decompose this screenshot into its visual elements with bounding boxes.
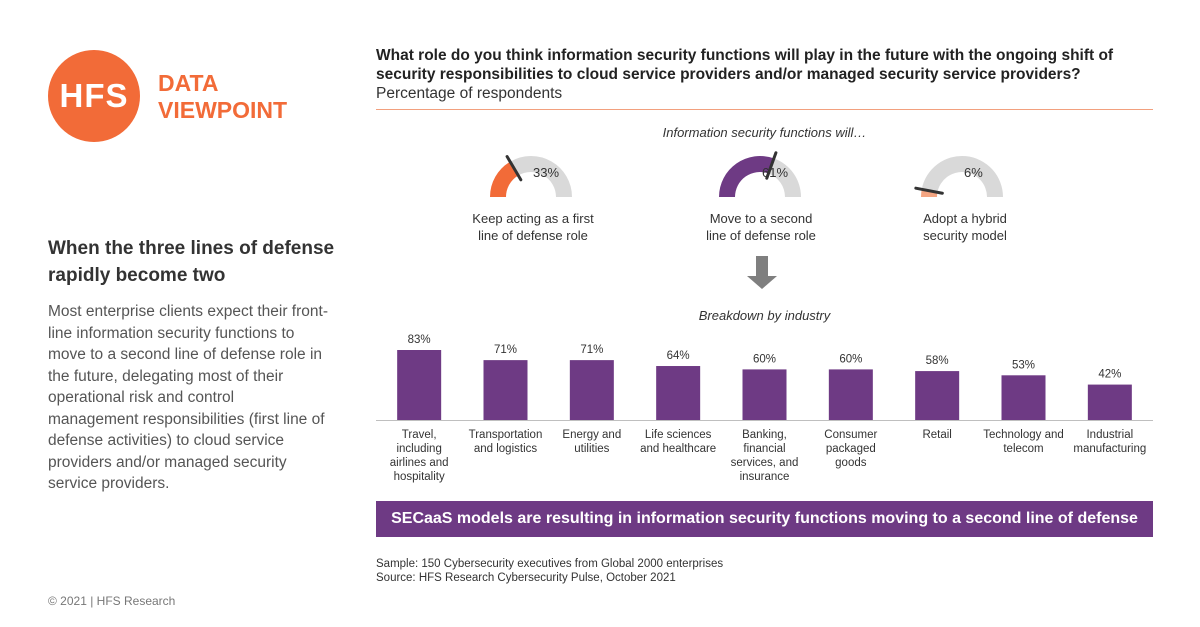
- bar: [915, 371, 960, 420]
- conclusion-banner: SECaaS models are resulting in informati…: [376, 501, 1153, 537]
- bar-value-label: 64%: [667, 350, 690, 362]
- category-label: Energy and: [562, 429, 621, 441]
- bar: [397, 350, 442, 420]
- category-label: telecom: [1003, 443, 1043, 455]
- gauge-label-second-line: Move to a second line of defense role: [666, 210, 856, 244]
- hfs-logo: HFS: [48, 50, 140, 142]
- survey-question: What role do you think information secur…: [376, 47, 1114, 83]
- gauge-label-line: Move to a second: [709, 211, 813, 226]
- bar-value-label: 53%: [1012, 359, 1035, 371]
- bar-value-label: 71%: [494, 344, 517, 356]
- bar-value-label: 60%: [839, 353, 862, 365]
- gauge-value-label: 6%: [964, 165, 983, 180]
- category-label: services, and: [731, 457, 799, 469]
- gauge-heading: Information security functions will…: [662, 125, 867, 140]
- category-label: utilities: [574, 443, 609, 455]
- gauge-value-label: 33%: [533, 165, 559, 180]
- category-label: Consumer: [824, 429, 877, 441]
- gauge-label-line: security model: [923, 228, 1007, 243]
- gauge-track: [510, 156, 572, 197]
- gauge-label-hybrid: Adopt a hybrid security model: [870, 210, 1060, 244]
- question-subtitle: Percentage of respondents: [376, 85, 563, 102]
- bar: [828, 369, 873, 420]
- down-arrow-icon: [747, 256, 777, 289]
- category-label: Life sciences: [645, 429, 712, 441]
- category-label: insurance: [740, 471, 790, 483]
- bar-value-label: 58%: [926, 355, 949, 367]
- copyright: © 2021 | HFS Research: [48, 594, 176, 608]
- bar: [569, 360, 614, 420]
- category-label: including: [396, 443, 441, 455]
- body-text: Most enterprise clients expect their fro…: [48, 303, 328, 492]
- category-label: Transportation: [469, 429, 543, 441]
- gauge-value-label: 61%: [762, 165, 788, 180]
- bar: [742, 369, 787, 420]
- bar: [1087, 384, 1132, 420]
- source-line: Source: HFS Research Cybersecurity Pulse…: [376, 572, 676, 584]
- gauge-track: [921, 156, 1003, 197]
- bar-value-label: 83%: [408, 334, 431, 346]
- bar-value-label: 60%: [753, 353, 776, 365]
- bar-value-label: 42%: [1098, 369, 1121, 381]
- source-note: Sample: 150 Cybersecurity executives fro…: [376, 557, 723, 585]
- gauge-needle: [765, 151, 778, 180]
- gauge-track: [768, 158, 801, 197]
- logo-mark: HFS: [59, 77, 129, 114]
- category-label: financial: [743, 443, 785, 455]
- logo-line-1: DATA: [158, 70, 219, 96]
- gauge-fill: [490, 161, 519, 197]
- breakdown-heading: Breakdown by industry: [698, 308, 831, 323]
- gauge-needle: [914, 186, 944, 195]
- bar: [656, 366, 701, 420]
- category-label: and logistics: [474, 443, 538, 455]
- bar-value-label: 71%: [580, 344, 603, 356]
- category-label: Industrial: [1086, 429, 1133, 441]
- category-label: hospitality: [394, 471, 445, 483]
- gauge-label-line: Adopt a hybrid: [923, 211, 1007, 226]
- category-label: goods: [835, 457, 867, 469]
- category-label: and healthcare: [640, 443, 716, 455]
- divider: [376, 109, 1153, 110]
- category-label: manufacturing: [1073, 443, 1146, 455]
- logo-wordmark: DATA VIEWPOINT: [158, 70, 287, 124]
- category-label: Travel,: [402, 429, 437, 441]
- gauge-label-line: line of defense role: [706, 228, 816, 243]
- category-label: airlines and: [390, 457, 449, 469]
- headline: When the three lines of defense rapidly …: [48, 238, 335, 286]
- category-label: Retail: [922, 429, 951, 441]
- category-label: packaged: [826, 443, 876, 455]
- gauge-label-line: Keep acting as a first: [472, 211, 594, 226]
- category-label: Banking,: [742, 429, 787, 441]
- category-label: Technology and: [983, 429, 1064, 441]
- sample-line: Sample: 150 Cybersecurity executives fro…: [376, 558, 724, 570]
- gauge-fill: [719, 156, 774, 197]
- logo-line-2: VIEWPOINT: [158, 97, 288, 123]
- bar: [483, 360, 528, 420]
- gauge-label-line: line of defense role: [478, 228, 588, 243]
- gauge-label-first-line: Keep acting as a first line of defense r…: [438, 210, 628, 244]
- gauge-needle: [505, 155, 523, 182]
- bar: [1001, 375, 1046, 420]
